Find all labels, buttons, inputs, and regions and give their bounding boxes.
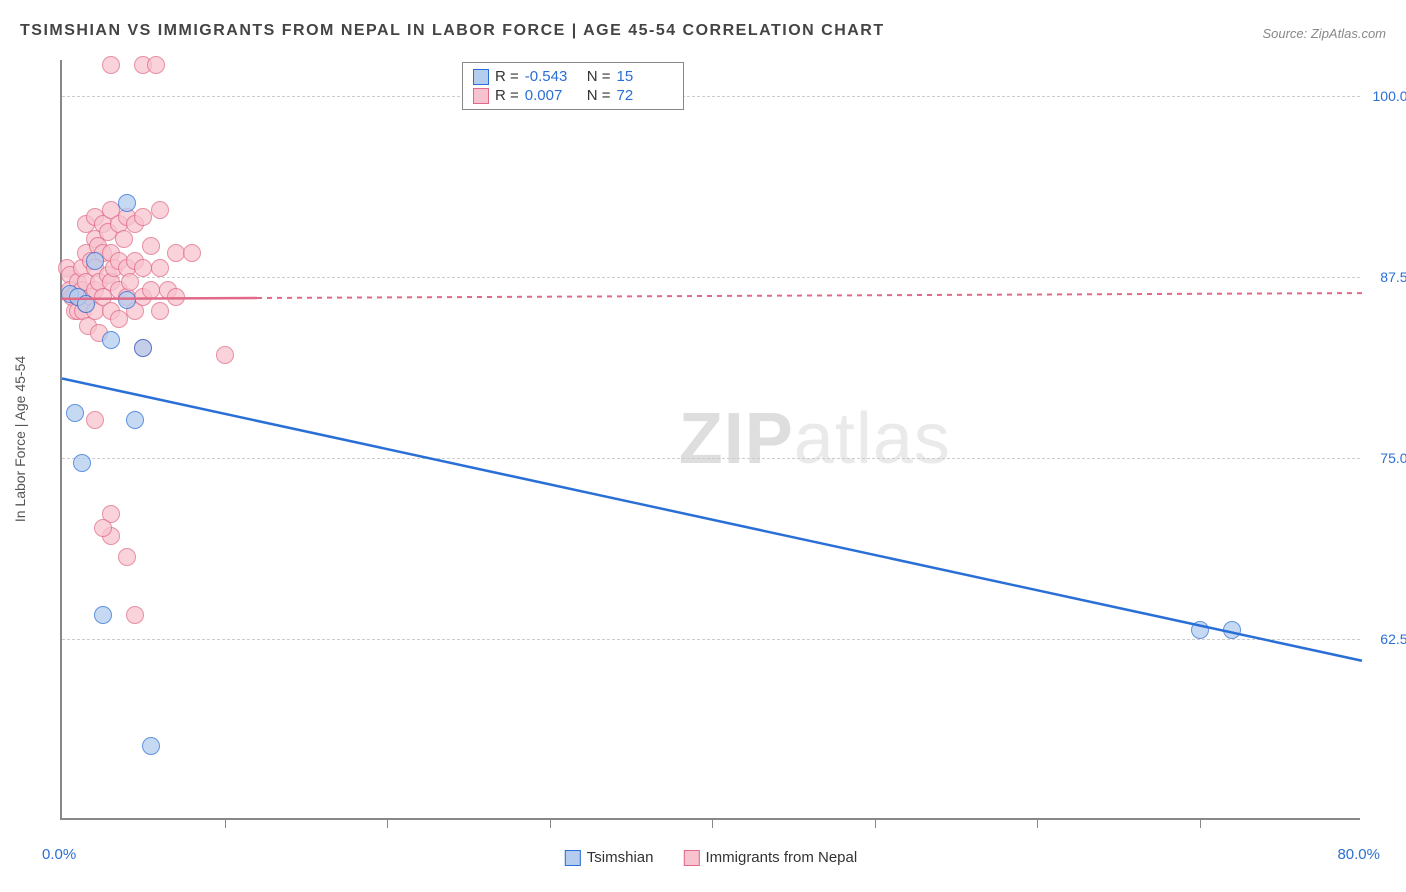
stats-r-value-1: 0.007 [525, 87, 581, 104]
swatch-0 [473, 69, 489, 85]
data-point [142, 737, 160, 755]
x-tick [712, 818, 713, 828]
chart-title: TSIMSHIAN VS IMMIGRANTS FROM NEPAL IN LA… [20, 22, 885, 40]
x-tick [1037, 818, 1038, 828]
y-tick-label: 75.0% [1380, 450, 1406, 466]
stats-n-label-0: N = [587, 68, 611, 85]
data-point [147, 56, 165, 74]
watermark-atlas: atlas [794, 399, 951, 479]
stats-n-value-1: 72 [617, 87, 673, 104]
gridline [62, 96, 1360, 97]
gridline [62, 277, 1360, 278]
stats-row-1: R = 0.007 N = 72 [473, 86, 673, 105]
data-point [126, 606, 144, 624]
data-point [151, 201, 169, 219]
data-point [94, 606, 112, 624]
stats-n-label-1: N = [587, 87, 611, 104]
watermark-zip: ZIP [679, 399, 794, 479]
data-point [1223, 621, 1241, 639]
swatch-1 [473, 88, 489, 104]
data-point [216, 346, 234, 364]
data-point [134, 339, 152, 357]
data-point [94, 519, 112, 537]
gridline [62, 639, 1360, 640]
legend-item-0: Tsimshian [565, 849, 654, 866]
data-point [115, 230, 133, 248]
data-point [86, 252, 104, 270]
data-point [102, 331, 120, 349]
chart-source: Source: ZipAtlas.com [1262, 26, 1386, 41]
watermark: ZIPatlas [679, 398, 951, 480]
x-tick [225, 818, 226, 828]
legend-label-0: Tsimshian [587, 849, 654, 866]
data-point [102, 56, 120, 74]
data-point [66, 404, 84, 422]
legend-swatch-1 [683, 850, 699, 866]
stats-n-value-0: 15 [617, 68, 673, 85]
data-point [1191, 621, 1209, 639]
x-tick [387, 818, 388, 828]
data-point [142, 237, 160, 255]
data-point [77, 295, 95, 313]
x-tick [1200, 818, 1201, 828]
data-point [73, 454, 91, 472]
stats-legend: R = -0.543 N = 15 R = 0.007 N = 72 [462, 62, 684, 110]
data-point [86, 411, 104, 429]
data-point [121, 273, 139, 291]
legend-item-1: Immigrants from Nepal [683, 849, 857, 866]
bottom-legend: Tsimshian Immigrants from Nepal [565, 849, 857, 866]
y-tick-label: 62.5% [1380, 631, 1406, 647]
gridline [62, 458, 1360, 459]
data-point [126, 411, 144, 429]
data-point [167, 288, 185, 306]
y-axis-title: In Labor Force | Age 45-54 [12, 356, 28, 522]
x-tick [550, 818, 551, 828]
y-tick-label: 87.5% [1380, 269, 1406, 285]
data-point [151, 302, 169, 320]
trend-lines [62, 60, 1360, 818]
plot-area: ZIPatlas 62.5%75.0%87.5%100.0% In Labor … [60, 60, 1360, 820]
data-point [134, 208, 152, 226]
stats-row-0: R = -0.543 N = 15 [473, 67, 673, 86]
x-axis-min-label: 0.0% [42, 846, 76, 863]
stats-r-label-0: R = [495, 68, 519, 85]
data-point [183, 244, 201, 262]
legend-label-1: Immigrants from Nepal [705, 849, 857, 866]
stats-r-value-0: -0.543 [525, 68, 581, 85]
data-point [110, 310, 128, 328]
stats-r-label-1: R = [495, 87, 519, 104]
data-point [118, 548, 136, 566]
legend-swatch-0 [565, 850, 581, 866]
x-tick [875, 818, 876, 828]
data-point [151, 259, 169, 277]
y-tick-label: 100.0% [1373, 88, 1406, 104]
data-point [118, 194, 136, 212]
data-point [118, 291, 136, 309]
x-axis-max-label: 80.0% [1337, 846, 1380, 863]
